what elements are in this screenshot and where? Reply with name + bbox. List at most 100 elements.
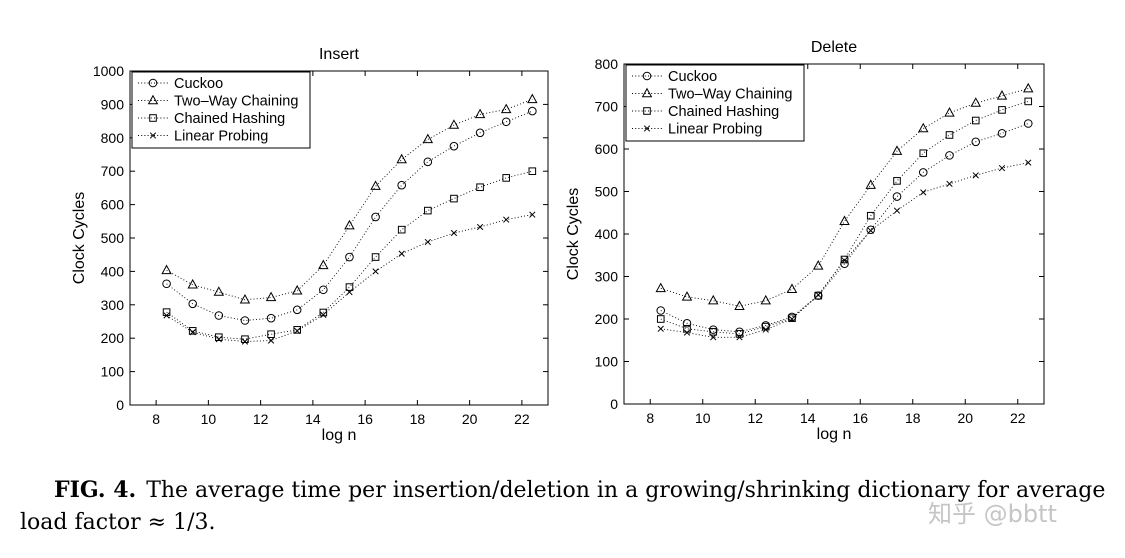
delete-cuckoo-point <box>997 128 1007 138</box>
insert-y-axis-label: Clock Cycles <box>71 192 88 284</box>
insert-cuckoo-point <box>319 285 328 295</box>
insert-two-way-chaining-point <box>318 259 329 270</box>
insert-chained-hashing-point <box>345 283 354 291</box>
delete-two-way-chaining-point <box>786 283 798 293</box>
delete-legend-marker <box>643 125 651 132</box>
insert-cuckoo-line <box>166 110 533 321</box>
delete-linear-probing-point <box>867 227 874 234</box>
insert-cuckoo-point <box>162 279 171 289</box>
insert-legend-marker <box>149 114 157 122</box>
insert-cuckoo-point <box>475 128 485 138</box>
insert-linear-probing-point <box>294 327 301 335</box>
delete-x-tick-label: 10 <box>695 410 711 426</box>
insert-linear-probing-point <box>267 337 275 344</box>
insert-x-tick-label: 16 <box>357 411 373 427</box>
delete-legend-label: Two–Way Chaining <box>668 87 792 103</box>
insert-two-way-chaining-point <box>396 153 407 164</box>
insert-chained-hashing-point <box>397 225 406 234</box>
insert-cuckoo-point <box>397 180 407 190</box>
insert-two-way-chaining-point <box>500 103 512 114</box>
delete-chained-hashing-point <box>1024 97 1033 106</box>
delete-series-two-way-chaining <box>655 82 1034 310</box>
insert-chained-hashing-point <box>450 194 458 203</box>
delete-cuckoo-point <box>918 168 928 177</box>
insert-chained-hashing-point <box>188 327 197 335</box>
delete-two-way-chaining-point <box>1023 82 1034 93</box>
insert-two-way-chaining-point <box>448 119 460 129</box>
delete-two-way-chaining-point <box>655 282 666 293</box>
insert-linear-probing-point <box>241 338 249 345</box>
delete-two-way-chaining-point <box>865 179 876 189</box>
delete-y-tick-label: 700 <box>595 99 619 115</box>
insert-cuckoo-point <box>423 157 433 167</box>
delete-x-tick-label: 12 <box>747 410 763 426</box>
insert-two-way-chaining-point <box>187 278 198 289</box>
insert-chained-hashing-point <box>267 330 275 338</box>
insert-linear-probing-point <box>529 211 536 218</box>
insert-chained-hashing-point <box>528 167 537 175</box>
insert-cuckoo-point <box>292 305 302 315</box>
insert-x-tick-label: 12 <box>253 411 269 427</box>
insert-y-tick-label: 200 <box>101 330 125 346</box>
insert-cuckoo-point <box>528 106 537 116</box>
insert-chained-hashing-point <box>424 206 432 215</box>
insert-cuckoo-point <box>188 299 197 309</box>
watermark: 知乎 @bbtt <box>928 500 1057 528</box>
delete-linear-probing-point <box>998 164 1006 172</box>
insert-linear-probing-line <box>166 214 533 342</box>
delete-chained-hashing-point <box>998 106 1006 114</box>
delete-two-way-chaining-point <box>681 291 693 301</box>
insert-y-tick-label: 0 <box>116 397 124 413</box>
delete-x-tick-label: 8 <box>646 410 654 426</box>
delete-chained-hashing-point <box>971 116 980 125</box>
delete-chained-hashing-point <box>840 255 849 264</box>
insert-legend-marker <box>149 132 157 139</box>
insert-y-tick-label: 600 <box>101 197 125 213</box>
insert-legend-marker <box>148 78 158 88</box>
insert-series-linear-probing <box>163 211 536 345</box>
insert-chained-hashing-point <box>293 326 301 334</box>
insert-chained-hashing-point <box>476 183 484 192</box>
delete-linear-probing-point <box>972 172 979 179</box>
delete-chained-hashing-point <box>814 291 823 300</box>
insert-linear-probing-point <box>398 250 405 257</box>
insert-linear-probing-point <box>215 336 222 343</box>
delete-linear-probing-point <box>893 207 901 214</box>
delete-series-cuckoo <box>656 119 1033 337</box>
insert-legend-marker <box>147 94 159 105</box>
delete-chained-hashing-point <box>866 211 875 220</box>
delete-x-tick-label: 22 <box>1010 410 1026 426</box>
delete-legend-label: Chained Hashing <box>668 104 779 120</box>
insert-x-tick-label: 8 <box>152 411 160 427</box>
insert-two-way-chaining-point <box>213 286 225 296</box>
insert-chained-hashing-line <box>166 170 533 340</box>
insert-linear-probing-point <box>503 216 510 223</box>
insert-series-chained-hashing <box>162 167 537 344</box>
delete-two-way-chaining-point <box>944 107 955 117</box>
insert-chained-hashing-point <box>241 335 249 344</box>
delete-chart: Delete 8 10 12 14 16 18 20 22 0 100 200 300 400 500 600… <box>565 39 1045 443</box>
delete-linear-probing-point <box>710 334 717 341</box>
insert-legend-box <box>131 71 311 149</box>
caption-label: FIG. 4. <box>54 477 137 503</box>
delete-linear-probing-point <box>762 326 769 333</box>
delete-x-tick-label: 18 <box>905 410 921 426</box>
figure-caption: FIG. 4. The average time per insertion/de… <box>20 474 1110 539</box>
insert-chart-title: Insert <box>319 46 360 63</box>
delete-two-way-chaining-point <box>970 97 981 107</box>
insert-cuckoo-point <box>345 252 354 262</box>
delete-chained-hashing-point <box>656 315 665 323</box>
delete-cuckoo-point <box>708 325 718 334</box>
delete-cuckoo-point <box>656 306 666 315</box>
insert-x-tick-label: 10 <box>201 411 217 427</box>
insert-cuckoo-point <box>240 316 250 325</box>
insert-legend-label: Chained Hashing <box>174 111 285 127</box>
delete-y-tick-label: 800 <box>595 56 619 72</box>
insert-two-way-chaining-line <box>166 98 533 301</box>
delete-two-way-chaining-point <box>734 300 745 310</box>
delete-series-linear-probing <box>657 159 1032 341</box>
insert-two-way-chaining-point <box>291 284 303 295</box>
insert-x-tick-label: 14 <box>305 411 321 427</box>
